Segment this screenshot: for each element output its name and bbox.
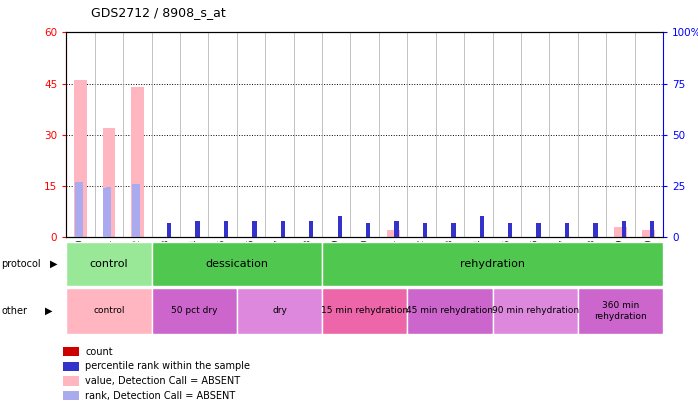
Bar <box>75 182 80 237</box>
Bar <box>103 128 115 237</box>
Bar <box>537 223 541 237</box>
Text: 45 min rehydration: 45 min rehydration <box>406 306 493 315</box>
Text: 15 min rehydration: 15 min rehydration <box>321 306 408 315</box>
Text: 50 pct dry: 50 pct dry <box>171 306 218 315</box>
Text: control: control <box>89 259 128 269</box>
Text: protocol: protocol <box>1 259 41 269</box>
Bar <box>63 376 79 386</box>
Bar <box>151 288 237 334</box>
Bar <box>66 242 151 286</box>
Bar <box>74 80 87 237</box>
Bar <box>338 217 342 237</box>
Text: rank, Detection Call = ABSENT: rank, Detection Call = ABSENT <box>85 391 235 401</box>
Bar <box>578 288 663 334</box>
Text: 360 min
rehydration: 360 min rehydration <box>594 301 647 320</box>
Text: control: control <box>94 306 125 315</box>
Bar <box>63 362 79 371</box>
Bar <box>195 221 200 237</box>
Bar <box>593 223 597 237</box>
Bar <box>309 221 313 237</box>
Bar <box>622 221 626 237</box>
Bar <box>78 182 83 237</box>
Bar <box>451 223 456 237</box>
Bar <box>480 217 484 237</box>
Bar <box>106 188 112 237</box>
Bar <box>131 87 144 237</box>
Bar <box>151 242 322 286</box>
Bar <box>63 347 79 356</box>
Text: 90 min rehydration: 90 min rehydration <box>491 306 579 315</box>
Bar <box>387 230 399 237</box>
Bar <box>103 188 107 237</box>
Bar <box>366 223 370 237</box>
Bar <box>508 223 512 237</box>
Bar <box>281 221 285 237</box>
Bar <box>642 230 655 237</box>
Bar <box>135 184 140 237</box>
Bar <box>237 288 322 334</box>
Bar <box>650 221 655 237</box>
Bar <box>614 227 627 237</box>
Text: dessication: dessication <box>205 259 268 269</box>
Bar <box>408 288 493 334</box>
Bar <box>322 242 663 286</box>
Text: count: count <box>85 347 112 356</box>
Text: value, Detection Call = ABSENT: value, Detection Call = ABSENT <box>85 376 240 386</box>
Bar <box>322 288 408 334</box>
Bar <box>252 221 257 237</box>
Text: percentile rank within the sample: percentile rank within the sample <box>85 361 250 371</box>
Text: ▶: ▶ <box>50 259 58 269</box>
Bar <box>224 221 228 237</box>
Text: dry: dry <box>272 306 287 315</box>
Bar <box>167 223 171 237</box>
Text: other: other <box>1 306 27 316</box>
Bar <box>394 221 399 237</box>
Bar <box>132 184 136 237</box>
Bar <box>493 288 578 334</box>
Text: GDS2712 / 8908_s_at: GDS2712 / 8908_s_at <box>91 6 225 19</box>
Bar <box>66 288 151 334</box>
Bar <box>63 391 79 400</box>
Text: rehydration: rehydration <box>460 259 525 269</box>
Bar <box>423 223 427 237</box>
Text: ▶: ▶ <box>45 306 53 316</box>
Bar <box>565 223 569 237</box>
